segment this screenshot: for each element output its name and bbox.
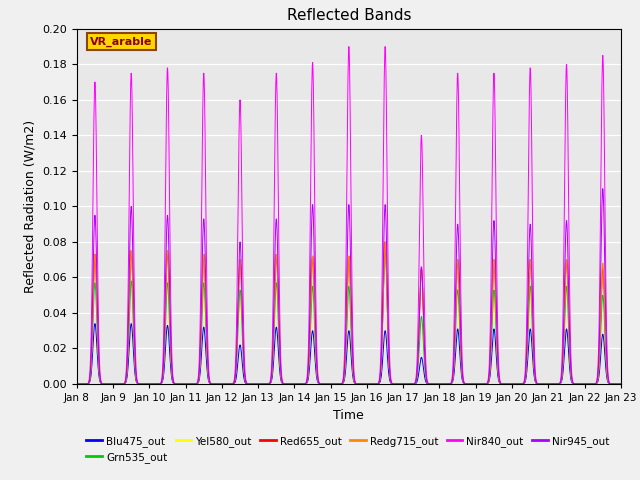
Yel580_out: [502, 381, 509, 387]
Nir840_out: [617, 381, 625, 387]
Line: Red655_out: Red655_out: [77, 242, 621, 384]
Blu475_out: [171, 381, 179, 387]
Nir945_out: [502, 381, 509, 387]
Grn535_out: [441, 381, 449, 387]
Line: Grn535_out: Grn535_out: [77, 251, 621, 384]
Yel580_out: [616, 381, 624, 387]
Grn535_out: [471, 381, 479, 387]
Yel580_out: [381, 239, 389, 245]
Blu475_out: [73, 381, 81, 387]
Blu475_out: [617, 381, 625, 387]
Redg715_out: [381, 239, 389, 245]
Blu475_out: [329, 381, 337, 387]
Y-axis label: Reflected Radiation (W/m2): Reflected Radiation (W/m2): [24, 120, 36, 293]
Yel580_out: [328, 381, 336, 387]
Grn535_out: [73, 381, 81, 387]
Line: Nir945_out: Nir945_out: [77, 189, 621, 384]
Grn535_out: [616, 381, 624, 387]
Nir840_out: [502, 381, 509, 387]
Nir840_out: [616, 381, 624, 387]
Grn535_out: [171, 381, 179, 387]
Nir945_out: [599, 186, 607, 192]
Nir840_out: [441, 381, 449, 387]
Red655_out: [381, 239, 389, 245]
Red655_out: [471, 381, 479, 387]
Blu475_out: [616, 381, 624, 387]
Yel580_out: [441, 381, 449, 387]
Redg715_out: [471, 381, 479, 387]
Yel580_out: [617, 381, 625, 387]
Redg715_out: [502, 381, 509, 387]
Line: Blu475_out: Blu475_out: [77, 324, 621, 384]
Title: Reflected Bands: Reflected Bands: [287, 9, 411, 24]
Line: Redg715_out: Redg715_out: [77, 242, 621, 384]
Line: Yel580_out: Yel580_out: [77, 242, 621, 384]
Yel580_out: [171, 381, 179, 386]
Red655_out: [328, 381, 336, 387]
Nir945_out: [440, 381, 448, 387]
Blu475_out: [91, 321, 99, 326]
Text: VR_arable: VR_arable: [90, 37, 153, 47]
Red655_out: [73, 381, 81, 387]
Red655_out: [171, 381, 179, 386]
Nir945_out: [471, 381, 479, 387]
Nir840_out: [471, 381, 479, 387]
Red655_out: [617, 381, 625, 387]
Redg715_out: [171, 381, 179, 386]
Blu475_out: [441, 381, 449, 387]
Blu475_out: [471, 381, 479, 387]
Redg715_out: [328, 381, 336, 387]
Nir945_out: [616, 381, 624, 387]
Grn535_out: [617, 381, 625, 387]
Red655_out: [616, 381, 624, 387]
Redg715_out: [616, 381, 624, 387]
Redg715_out: [617, 381, 625, 387]
Yel580_out: [471, 381, 479, 387]
Redg715_out: [73, 381, 81, 387]
Nir945_out: [73, 381, 81, 387]
Red655_out: [441, 381, 449, 387]
Line: Nir840_out: Nir840_out: [77, 47, 621, 384]
Legend: Blu475_out, Grn535_out, Yel580_out, Red655_out, Redg715_out, Nir840_out, Nir945_: Blu475_out, Grn535_out, Yel580_out, Red6…: [82, 432, 613, 467]
Nir945_out: [171, 381, 179, 386]
Grn535_out: [328, 381, 336, 387]
Grn535_out: [381, 248, 389, 253]
Nir840_out: [171, 381, 179, 386]
Nir945_out: [617, 381, 625, 387]
Red655_out: [502, 381, 509, 387]
Nir840_out: [328, 381, 336, 387]
Yel580_out: [73, 381, 81, 387]
Blu475_out: [502, 381, 509, 387]
Redg715_out: [441, 381, 449, 387]
Nir840_out: [73, 381, 81, 387]
Grn535_out: [502, 381, 509, 387]
Nir945_out: [328, 381, 336, 387]
Nir840_out: [345, 44, 353, 49]
X-axis label: Time: Time: [333, 408, 364, 421]
